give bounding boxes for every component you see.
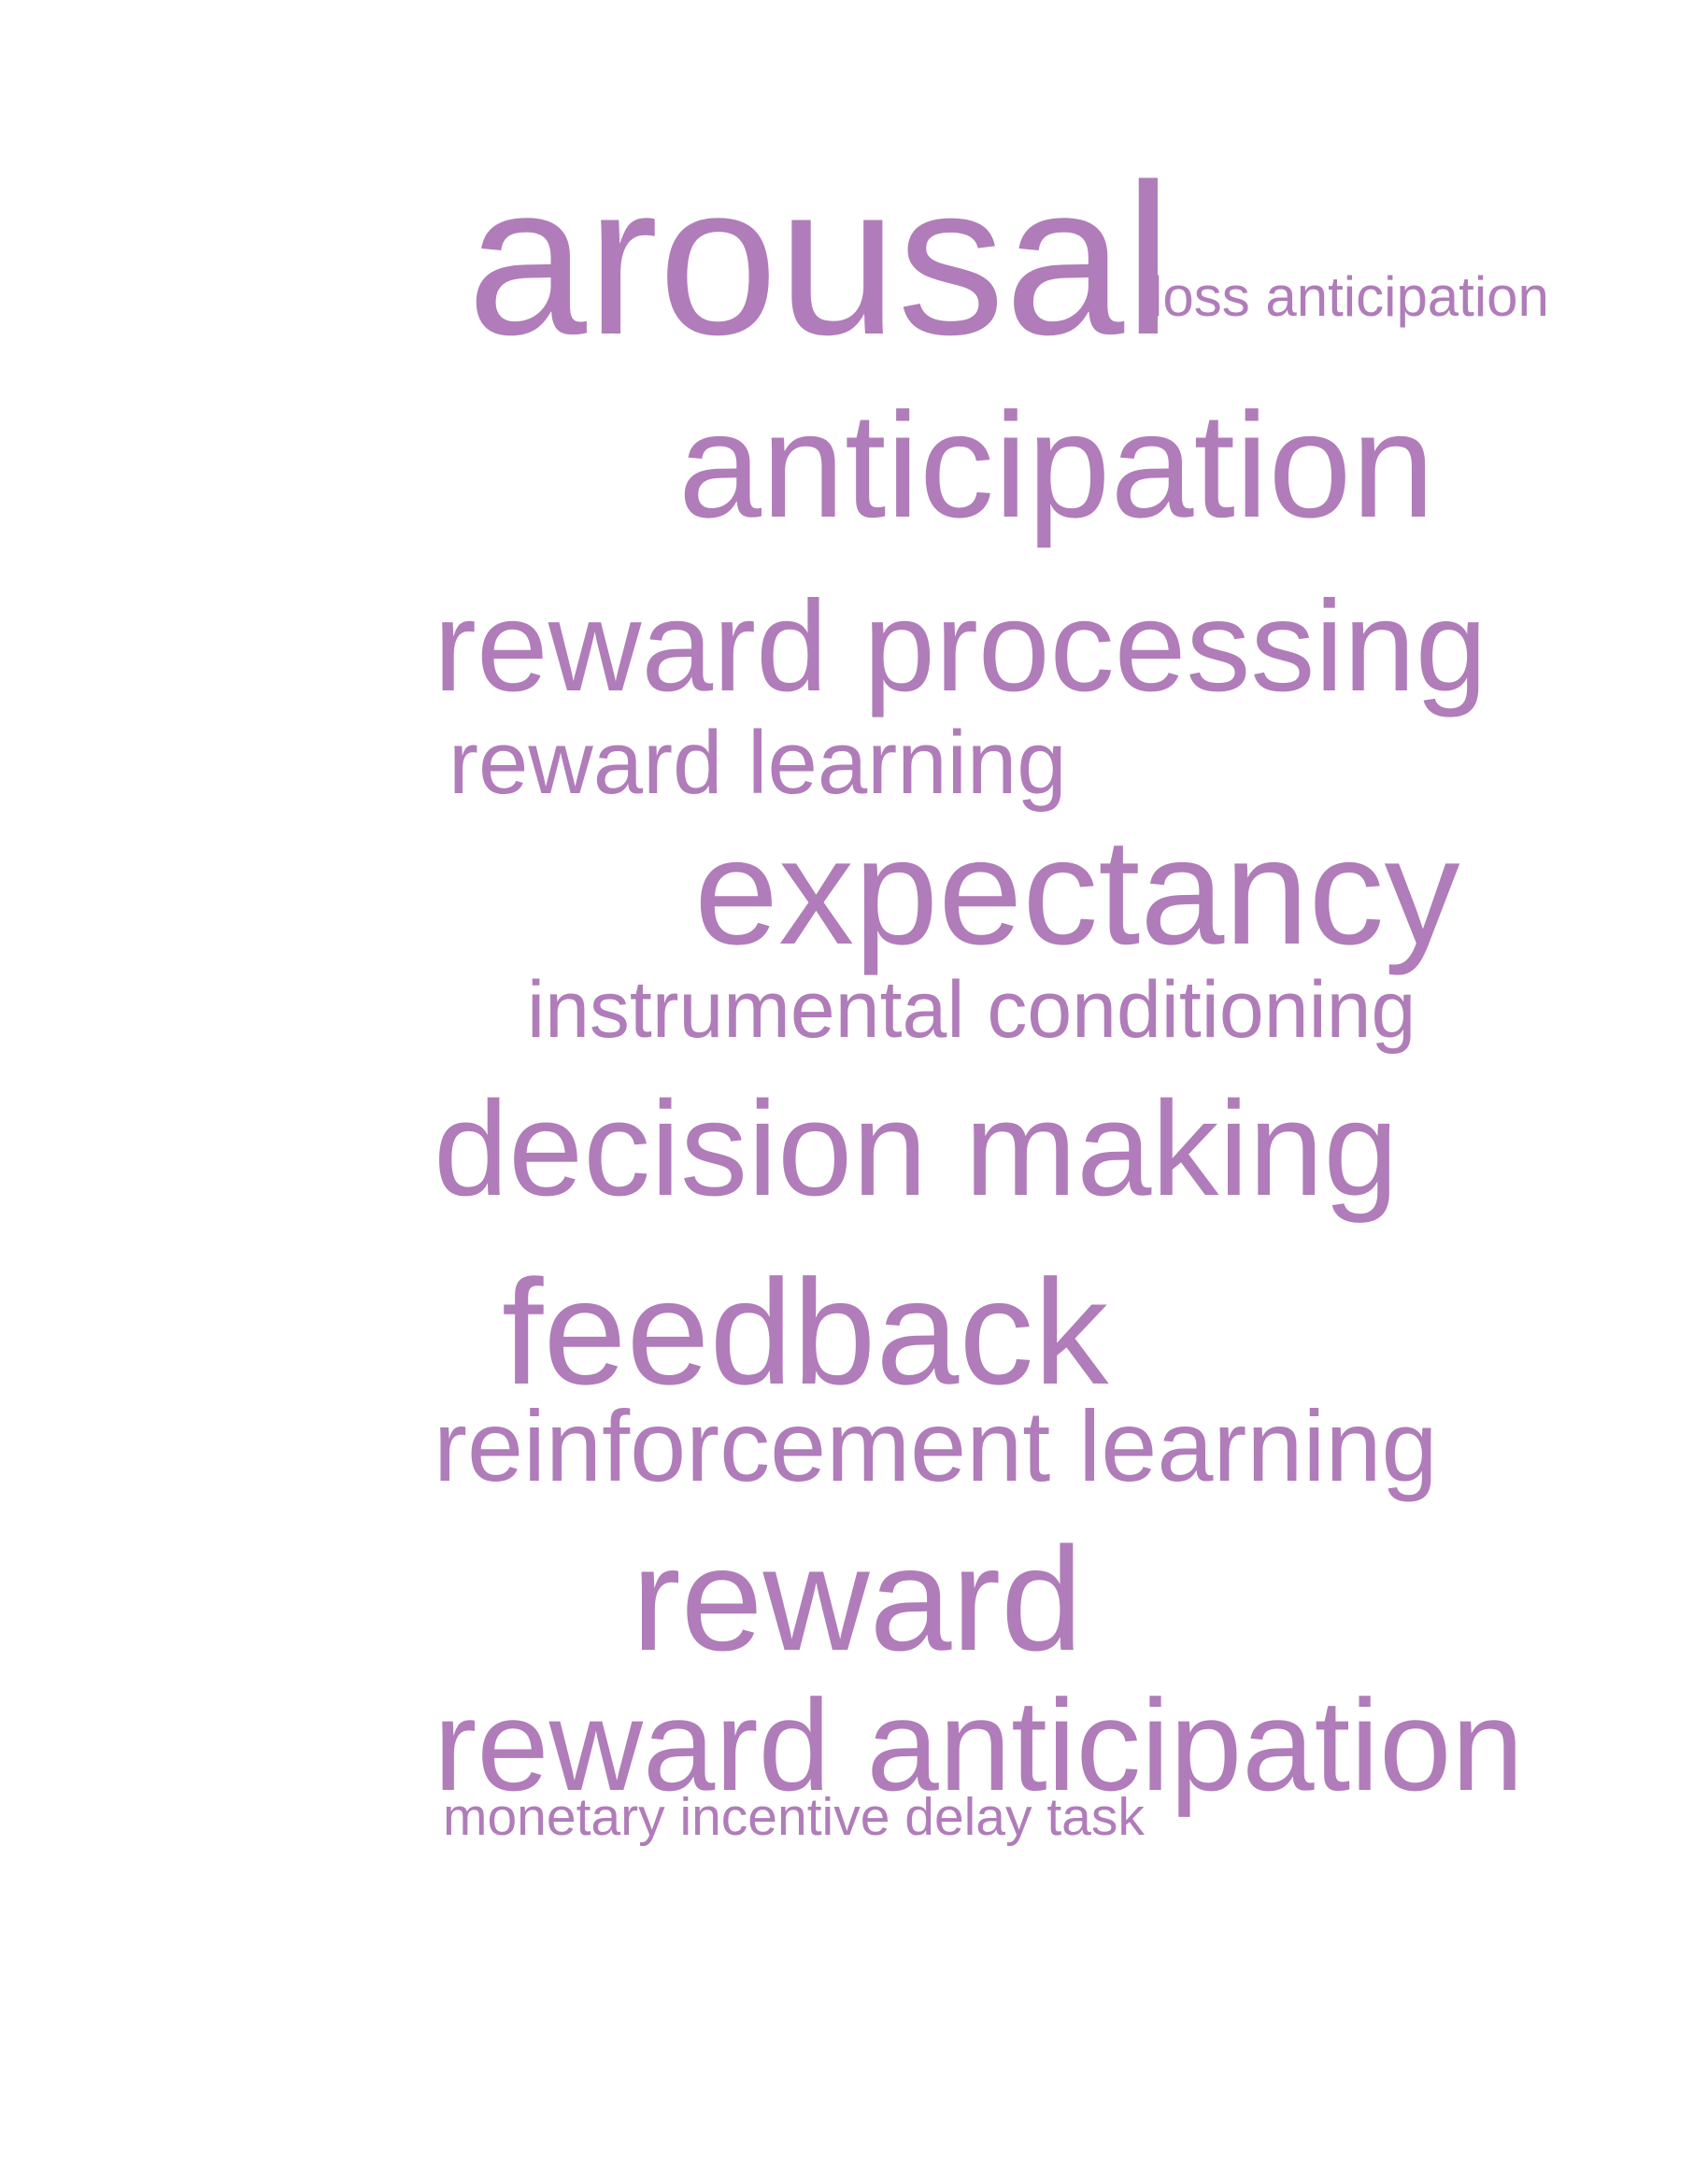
word-reward: reward <box>632 1517 1083 1682</box>
word-feedback: feedback <box>502 1248 1109 1415</box>
word-arousal: arousal <box>467 139 1173 379</box>
word-reward-learning: reward learning <box>448 713 1067 813</box>
word-decision-making: decision making <box>434 1073 1399 1224</box>
word-instrumental-conditioning: instrumental conditioning <box>527 965 1416 1055</box>
word-monetary-incentive-delay-task: monetary incentive delay task <box>443 1787 1145 1847</box>
word-expectancy: expectancy <box>694 807 1460 976</box>
word-loss-anticipation: loss anticipation <box>1150 265 1549 328</box>
word-anticipation: anticipation <box>678 381 1435 548</box>
word-reward-anticipation: reward anticipation <box>434 1673 1524 1818</box>
word-reinforcement-learning: reinforcement learning <box>434 1389 1438 1502</box>
word-reward-processing: reward processing <box>434 575 1487 718</box>
